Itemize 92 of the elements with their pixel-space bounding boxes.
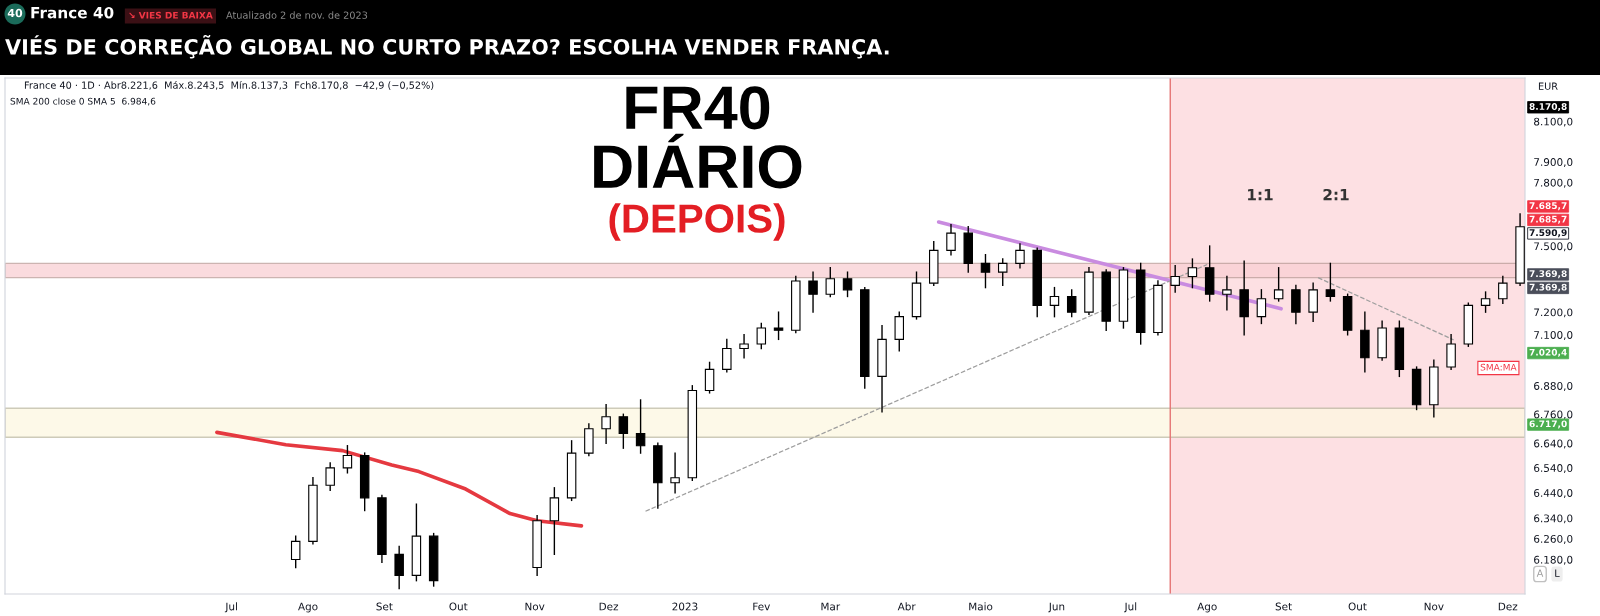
candlestick (825, 267, 836, 298)
candlestick (842, 271, 853, 298)
annotation: SMA:MA (1480, 363, 1517, 371)
annotation: 2:1 (1323, 188, 1349, 201)
y-tick-label: 6.260,0 (1534, 534, 1573, 544)
x-tick-label: Mar (821, 602, 841, 611)
candlestick (1273, 267, 1284, 302)
candlestick (704, 361, 715, 394)
candlestick (549, 487, 560, 556)
chart-title: VIÉS DE CORREÇÃO GLOBAL NO CURTO PRAZO? ESCOLHA VENDER FRANÇA. (5, 34, 889, 59)
candlestick (1480, 291, 1491, 313)
candlestick (773, 311, 784, 341)
candlestick (1446, 334, 1456, 371)
x-tick-label: Dez (1498, 602, 1518, 611)
candlestick (894, 311, 905, 352)
candlestick (635, 399, 646, 454)
x-tick-label: Nov (525, 602, 545, 611)
y-tick-label: 6.540,0 (1534, 464, 1573, 474)
annotation: SMA 200 close 0 SMA 5 6.984,6 (10, 97, 156, 106)
y-tick-label: 6.440,0 (1534, 489, 1573, 498)
candlestick (1170, 264, 1180, 293)
y-tick-label: 6.760,0 (1534, 410, 1573, 420)
annotation: 7.020,4 (1529, 348, 1567, 357)
candlestick (997, 258, 1008, 287)
candlestick (1308, 282, 1318, 322)
candlestick (325, 462, 335, 492)
line-series (215, 430, 584, 528)
annotation: DIÁRIO (594, 133, 802, 189)
x-tick-label: 2023 (672, 602, 698, 611)
x-tick-label: Set (376, 602, 393, 611)
text: ↘ VIES DE BAIXA (129, 11, 213, 19)
x-tick-label: Ago (298, 602, 318, 613)
candlestick (1291, 284, 1301, 325)
x-tick-label: Jun (1048, 602, 1065, 613)
annotation: France 40 · 1D · Abr8.221,6 Máx.8.243,5 Mín.8.137,3 Fch8.170,8 −42,9 (−0,52%) (24, 80, 434, 90)
x-tick-label: Out (449, 602, 468, 611)
y-tick-label: 6.640,0 (1534, 439, 1573, 449)
candlestick (946, 223, 956, 256)
candlestick (1498, 275, 1508, 304)
annotation: 7.369,8 (1529, 270, 1567, 279)
candlestick (618, 413, 629, 449)
annotation: 7.685,7 (1529, 202, 1567, 211)
y-tick-label: 7.800,0 (1534, 178, 1573, 188)
candlestick (1325, 262, 1336, 302)
y-tick-label: 7.900,0 (1534, 158, 1573, 168)
x-tick-label: Fev (753, 602, 770, 611)
candlestick (601, 404, 611, 444)
text: L (1555, 569, 1560, 577)
candlestick (1049, 286, 1060, 318)
candlestick (670, 452, 680, 494)
x-tick-label: Nov (1424, 602, 1444, 611)
annotation: 8.170,8 (1529, 103, 1567, 112)
candlestick (722, 338, 732, 373)
annotation: 7.685,7 (1529, 215, 1567, 224)
text: A (1536, 569, 1544, 577)
candlestick (1256, 289, 1267, 325)
x-tick-label: Ago (1197, 602, 1217, 613)
candlestick (394, 545, 404, 590)
text: Atualizado 2 de nov. de 2023 (226, 11, 368, 19)
candlestick (980, 254, 991, 289)
candlestick (290, 535, 301, 569)
x-tick-label: Maio (969, 602, 993, 611)
y-tick-label: 6.340,0 (1534, 514, 1573, 524)
y-tick-label: 6.880,0 (1534, 382, 1573, 391)
x-tick-label: Dez (599, 602, 619, 611)
x-tick-label: Abr (897, 602, 916, 611)
y-tick-label: 7.100,0 (1534, 331, 1573, 340)
text: 40 (7, 8, 23, 18)
candlestick (342, 445, 353, 474)
annotation: 7.590,9 (1529, 229, 1567, 238)
candlestick (756, 322, 767, 350)
candlestick (1015, 243, 1025, 269)
annotation: 6.717,0 (1529, 420, 1567, 429)
x-tick-label: Jul (224, 602, 237, 613)
annotation: 7.369,8 (1529, 283, 1567, 292)
y-tick-label: 7.200,0 (1534, 308, 1573, 318)
candlestick (1187, 258, 1198, 289)
x-tick-label: Set (1275, 602, 1292, 611)
candlestick (1222, 275, 1232, 311)
x-tick-label: Jul (1124, 602, 1137, 613)
text: France 40 (31, 6, 114, 19)
y-tick-label: 8.100,0 (1534, 117, 1573, 127)
y-tick-label: 6.180,0 (1534, 555, 1573, 565)
annotation: (DEPOIS) (609, 203, 785, 241)
candlestick (739, 334, 749, 359)
candlestick (1066, 289, 1077, 318)
y-tick-label: 7.500,0 (1534, 242, 1573, 252)
x-tick-label: Out (1348, 602, 1367, 611)
annotation: FR40 (626, 86, 770, 130)
text: EUR (1538, 82, 1558, 90)
annotation: 1:1 (1248, 189, 1273, 201)
candlestick (808, 271, 818, 313)
